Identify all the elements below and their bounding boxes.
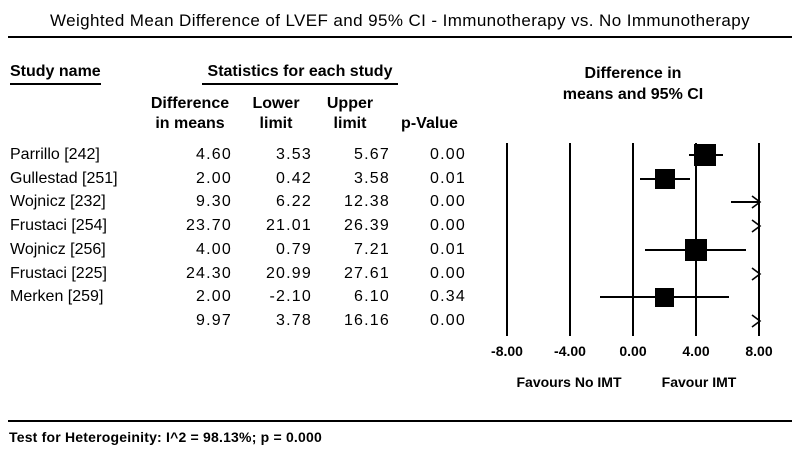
upper-limit-value: 3.58 — [354, 170, 390, 187]
upper-limit-value: 16.16 — [343, 312, 390, 329]
mean-square — [685, 239, 707, 261]
col-header-lower-line2: limit — [259, 115, 293, 132]
lower-limit-value: -2.10 — [269, 288, 312, 305]
axis-gridline — [632, 143, 634, 336]
study-name: Parrillo [242] — [10, 146, 100, 163]
upper-limit-value: 6.10 — [354, 288, 390, 305]
col-header-upper-line1: Upper — [326, 95, 374, 112]
axis-tick-label: 8.00 — [745, 343, 773, 359]
p-value: 0.01 — [430, 241, 466, 258]
col-header-lower: Lower limit — [240, 94, 312, 134]
lower-limit-value: 3.78 — [276, 312, 312, 329]
diff-means-value: 4.00 — [196, 241, 232, 258]
study-name-header: Study name — [10, 63, 101, 85]
diff-means-value: 2.00 — [196, 288, 232, 305]
lower-limit-value: 21.01 — [265, 217, 312, 234]
study-name: Frustaci [225] — [10, 265, 107, 282]
offscale-arrow-icon — [750, 218, 763, 234]
title-rule — [8, 36, 792, 38]
diff-means-value: 24.30 — [185, 265, 232, 282]
mean-square — [694, 144, 716, 166]
col-header-upper: Upper limit — [314, 94, 386, 134]
axis-tick-label: -4.00 — [554, 343, 586, 359]
col-header-diff: Difference in means — [140, 94, 240, 134]
footer-rule — [8, 420, 792, 422]
mean-square — [655, 169, 675, 189]
col-header-upper-line2: limit — [333, 115, 367, 132]
p-value: 0.00 — [430, 265, 466, 282]
col-header-lower-line1: Lower — [252, 95, 300, 112]
p-value: 0.00 — [430, 312, 466, 329]
stats-header: Statistics for each study — [202, 63, 398, 85]
favours-no-imt-label: Favours No IMT — [516, 374, 622, 390]
p-value: 0.01 — [430, 170, 466, 187]
p-value: 0.00 — [430, 146, 466, 163]
lower-limit-value: 0.42 — [276, 170, 312, 187]
offscale-arrow-icon — [750, 194, 763, 210]
col-header-diff-line2: in means — [155, 115, 225, 132]
study-name: Merken [259] — [10, 288, 104, 305]
col-header-pvalue: p-Value — [401, 115, 458, 132]
favour-imt-label: Favour IMT — [661, 374, 737, 390]
offscale-arrow-icon — [750, 313, 763, 329]
axis-tick-label: 0.00 — [619, 343, 647, 359]
upper-limit-value: 12.38 — [343, 193, 390, 210]
study-name: Gullestad [251] — [10, 170, 118, 187]
lower-limit-value: 3.53 — [276, 146, 312, 163]
p-value: 0.00 — [430, 193, 466, 210]
study-name: Frustaci [254] — [10, 217, 107, 234]
axis-gridline — [569, 143, 571, 336]
axis-tick-label: -8.00 — [491, 343, 523, 359]
ci-line-offscale — [731, 201, 759, 203]
lower-limit-value: 0.79 — [276, 241, 312, 258]
study-name: Wojnicz [232] — [10, 193, 106, 210]
mean-square — [655, 287, 674, 307]
axis-gridline — [506, 143, 508, 336]
lower-limit-value: 20.99 — [265, 265, 312, 282]
diff-means-value: 2.00 — [196, 170, 232, 187]
upper-limit-value: 5.67 — [354, 146, 390, 163]
col-header-diff-line1: Difference — [150, 95, 230, 112]
diff-means-value: 23.70 — [185, 217, 232, 234]
diff-means-value: 9.97 — [196, 312, 232, 329]
heterogeneity-text: Test for Heterogeinity: I^2 = 98.13%; p … — [9, 429, 322, 445]
axis-tick-label: 4.00 — [682, 343, 710, 359]
axis-gridline — [758, 143, 760, 336]
upper-limit-value: 7.21 — [354, 241, 390, 258]
diff-means-value: 9.30 — [196, 193, 232, 210]
study-name: Wojnicz [256] — [10, 241, 106, 258]
lower-limit-value: 6.22 — [276, 193, 312, 210]
chart-title: Weighted Mean Difference of LVEF and 95%… — [49, 11, 751, 30]
upper-limit-value: 26.39 — [343, 217, 390, 234]
plot-ci-header-line1: Difference in — [584, 65, 682, 82]
plot-ci-header-line2: means and 95% CI — [562, 86, 704, 103]
upper-limit-value: 27.61 — [343, 265, 390, 282]
plot-ci-header: Difference in means and 95% CI — [533, 63, 733, 105]
offscale-arrow-icon — [750, 266, 763, 282]
diff-means-value: 4.60 — [196, 146, 232, 163]
p-value: 0.00 — [430, 217, 466, 234]
p-value: 0.34 — [430, 288, 466, 305]
